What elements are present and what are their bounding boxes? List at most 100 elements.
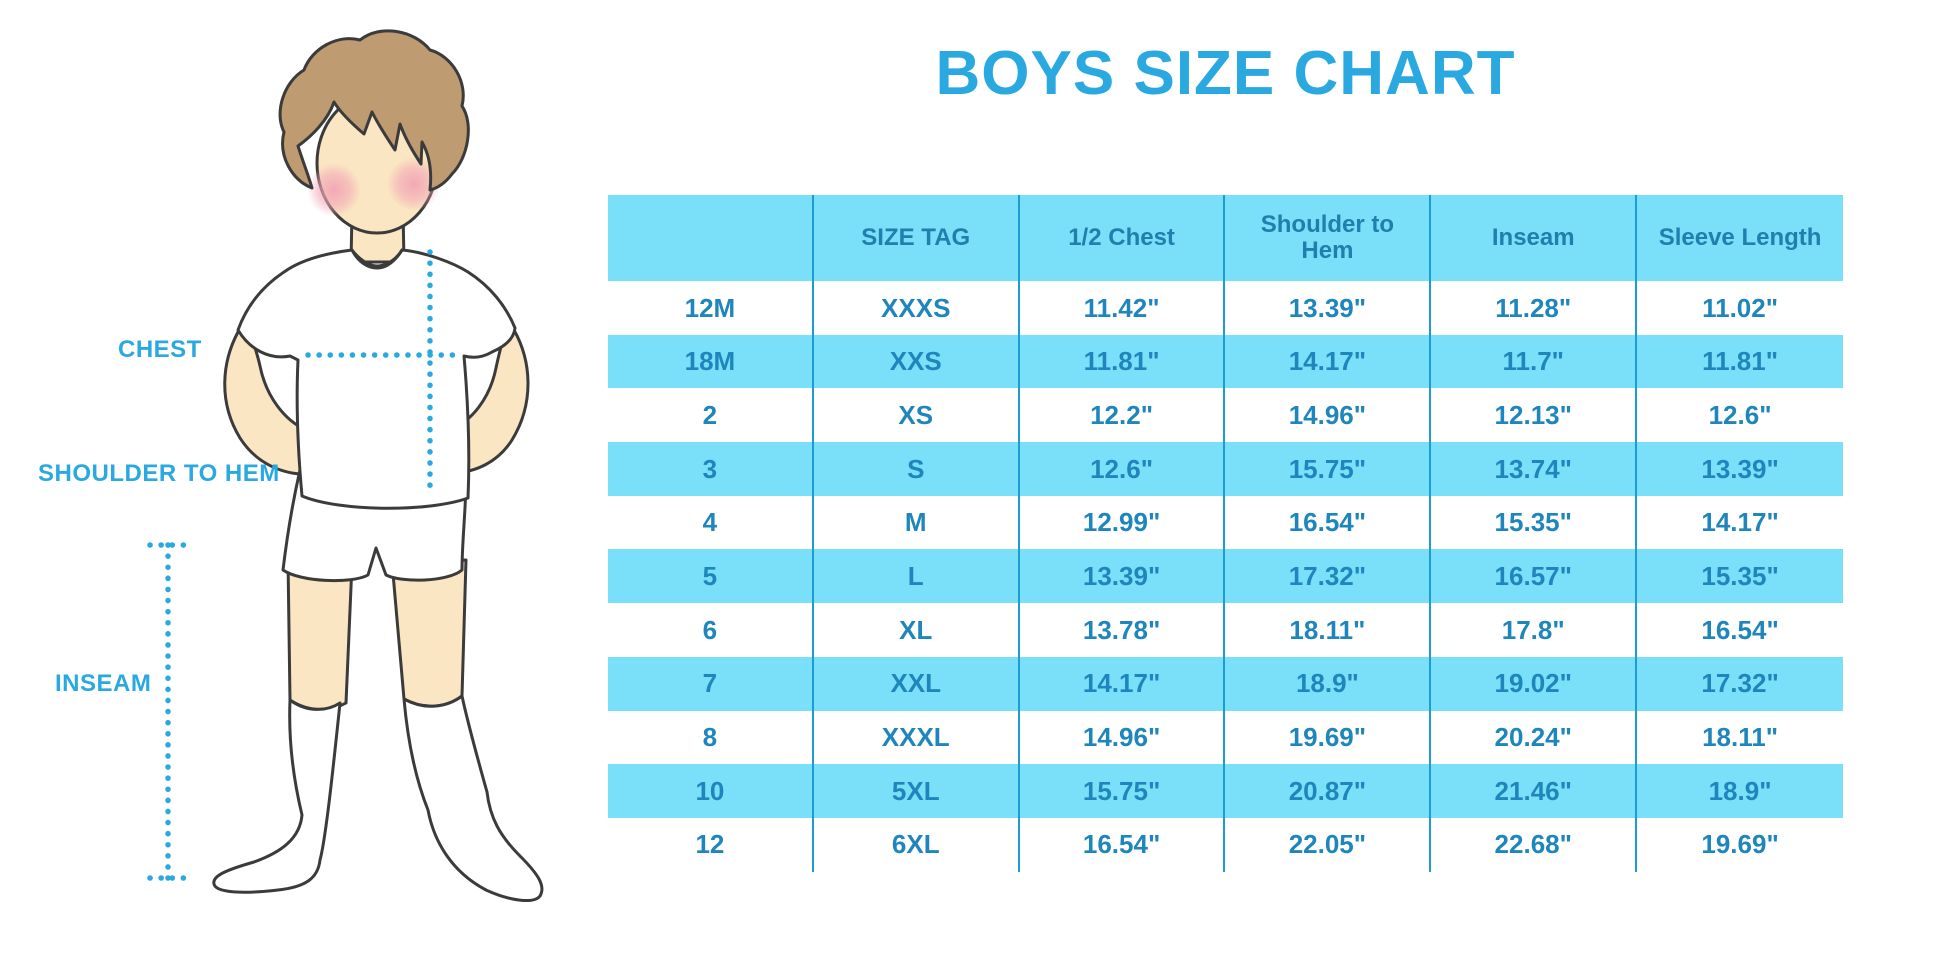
table-cell: 12.2" <box>1020 388 1226 443</box>
table-cell: 14.96" <box>1020 710 1226 765</box>
left-sock <box>212 698 342 894</box>
table-cell: XXS <box>814 334 1020 389</box>
table-row: 7 XXL 14.17" 18.9" 19.02" 17.32" <box>608 656 1843 711</box>
table-cell: 18.11" <box>1225 603 1432 657</box>
table-cell: XXXS <box>814 281 1020 335</box>
table-cell: 16.54" <box>1225 495 1432 550</box>
table-cell: L <box>814 549 1020 604</box>
table-row: 12 6XL 16.54" 22.05" 22.68" 19.69" <box>608 817 1843 872</box>
table-cell: XXL <box>814 656 1020 711</box>
table-cell: 17.32" <box>1225 549 1432 604</box>
chest-label: CHEST <box>118 336 202 363</box>
collar-line <box>350 248 404 270</box>
row-label: 7 <box>608 656 814 711</box>
boy-illustration <box>147 29 544 903</box>
table-cell: S <box>814 442 1020 496</box>
table-cell: M <box>814 495 1020 550</box>
left-cheek <box>307 163 361 217</box>
table-cell: 11.81" <box>1702 346 1779 377</box>
table-cell: 11.02" <box>1702 292 1779 323</box>
table-row: 18M XXS 11.81" 14.17" 11.7" 11.81" <box>608 334 1843 389</box>
table-cell: 12.6" <box>1020 442 1226 496</box>
table-row: 10 5XL 15.75" 20.87" 21.46" 18.9" <box>608 764 1843 818</box>
table-cell: 12.6" <box>1708 399 1772 430</box>
row-label: 4 <box>608 495 814 550</box>
shoulder-to-hem-label: SHOULDER TO HEM <box>38 460 280 487</box>
size-table: SIZE TAG 1/2 Chest Shoulder to Hem Inseam Sl… <box>608 195 1843 872</box>
table-cell: 18.9" <box>1225 656 1432 711</box>
right-cheek <box>387 157 441 211</box>
table-cell: 13.39" <box>1020 549 1226 604</box>
table-row: 12M XXXS 11.42" 13.39" 11.28" 11.02" <box>608 281 1843 335</box>
table-cell: 20.24" <box>1431 710 1638 765</box>
table-cell: 11.7" <box>1431 334 1638 389</box>
table-row: 5 L 13.39" 17.32" 16.57" 15.35" <box>608 549 1843 604</box>
table-cell: 5XL <box>814 764 1020 818</box>
table-row: 2 XS 12.2" 14.96" 12.13" 12.6" <box>608 388 1843 443</box>
page-title: BOYS SIZE CHART <box>935 39 1516 108</box>
table-cell: 19.69" <box>1701 829 1779 860</box>
table-cell: 18.9" <box>1708 775 1772 806</box>
table-cell: 6XL <box>814 817 1020 872</box>
row-label: 10 <box>608 764 814 818</box>
table-cell: 14.17" <box>1020 656 1226 711</box>
inseam-label: INSEAM <box>55 670 152 697</box>
table-cell: 16.54" <box>1701 614 1779 645</box>
table-row: 3 S 12.6" 15.75" 13.74" 13.39" <box>608 442 1843 496</box>
column-header: Shoulder to Hem <box>1225 195 1432 281</box>
table-cell: 13.74" <box>1431 442 1638 496</box>
table-cell: 11.28" <box>1431 281 1638 335</box>
table-cell: XXXL <box>814 710 1020 765</box>
table-cell: 17.8" <box>1431 603 1638 657</box>
left-thigh <box>286 558 354 711</box>
measurement-lines <box>147 249 461 881</box>
table-cell: 13.78" <box>1020 603 1226 657</box>
table-cell: 15.35" <box>1701 560 1779 591</box>
column-header: Inseam <box>1431 195 1638 281</box>
table-cell: 15.75" <box>1225 442 1432 496</box>
row-label: 3 <box>608 442 814 496</box>
table-cell: 16.57" <box>1431 549 1638 604</box>
table-cell: 14.17" <box>1225 334 1432 389</box>
table-cell: 13.39" <box>1701 453 1779 484</box>
row-label: 8 <box>608 710 814 765</box>
table-cell: 21.46" <box>1431 764 1638 818</box>
row-label: 6 <box>608 603 814 657</box>
table-row: 4 M 12.99" 16.54" 15.35" 14.17" <box>608 495 1843 550</box>
row-label: 12M <box>608 281 814 335</box>
row-label: 12 <box>608 817 814 872</box>
column-header <box>608 195 814 281</box>
table-cell: XS <box>814 388 1020 443</box>
table-row: 6 XL 13.78" 18.11" 17.8" 16.54" <box>608 603 1843 657</box>
table-cell: 15.35" <box>1431 495 1638 550</box>
table-cell: 19.02" <box>1431 656 1638 711</box>
table-cell: 11.81" <box>1020 334 1226 389</box>
table-cell: 22.05" <box>1225 817 1432 872</box>
column-header: Sleeve Length <box>1658 223 1822 251</box>
table-cell: 15.75" <box>1020 764 1226 818</box>
table-cell: 12.99" <box>1020 495 1226 550</box>
table-cell: 20.87" <box>1225 764 1432 818</box>
column-header: 1/2 Chest <box>1020 195 1226 281</box>
table-header-row: SIZE TAG 1/2 Chest Shoulder to Hem Inseam Sl… <box>608 195 1843 281</box>
t-shirt <box>236 248 517 510</box>
table-row: 8 XXXL 14.96" 19.69" 20.24" 18.11" <box>608 710 1843 765</box>
table-cell: 16.54" <box>1020 817 1226 872</box>
row-label: 5 <box>608 549 814 604</box>
table-cell: 14.17" <box>1701 507 1779 538</box>
table-cell: XL <box>814 603 1020 657</box>
table-cell: 11.42" <box>1020 281 1226 335</box>
table-cell: 13.39" <box>1225 281 1432 335</box>
hair <box>278 29 470 192</box>
table-cell: 18.11" <box>1702 722 1779 753</box>
table-cell: 14.96" <box>1225 388 1432 443</box>
table-cell: 22.68" <box>1431 817 1638 872</box>
column-header: SIZE TAG <box>814 195 1020 281</box>
table-cell: 19.69" <box>1225 710 1432 765</box>
table-cell: 17.32" <box>1701 668 1779 699</box>
right-sock <box>402 694 544 903</box>
row-label: 18M <box>608 334 814 389</box>
row-label: 2 <box>608 388 814 443</box>
table-cell: 12.13" <box>1431 388 1638 443</box>
